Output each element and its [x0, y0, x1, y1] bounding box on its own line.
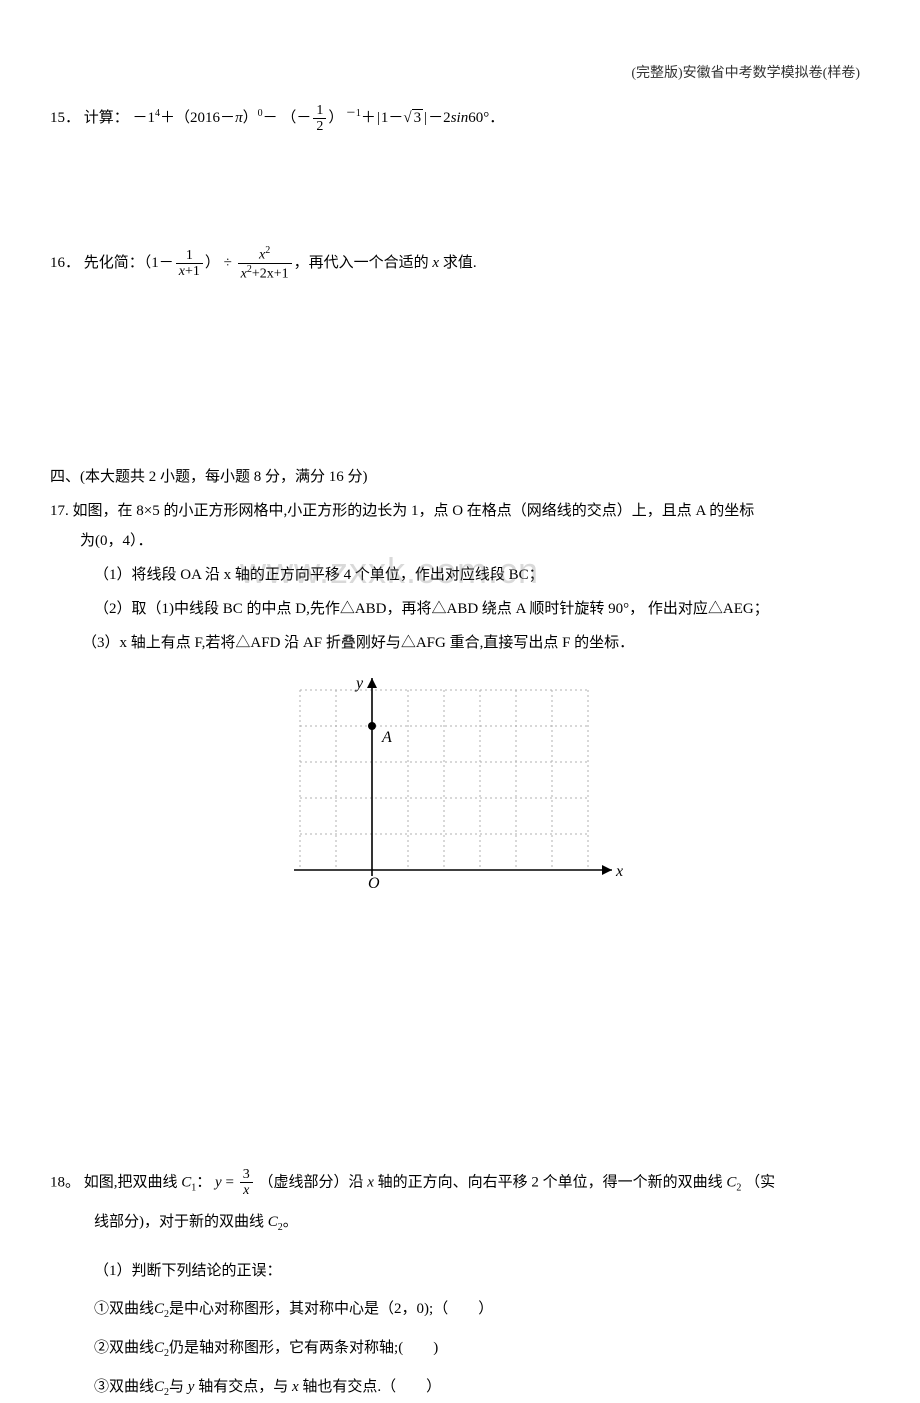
- problem-16: 16． 先化简：（1－1x+1） ÷ x2x2+2x+1，再代入一个合适的 x …: [50, 245, 870, 282]
- p16-frac1-num: 1: [176, 248, 203, 264]
- svg-text:O: O: [368, 875, 380, 892]
- p15-frac1-den: 2: [313, 119, 326, 134]
- p18-i2c: C: [154, 1340, 164, 1356]
- p18-line1: 18。 如图,把双曲线 C1： y = 3x （虚线部分）沿 x 轴的正方向、向…: [50, 1167, 870, 1199]
- p18-c1: C: [181, 1174, 191, 1190]
- p18-i1a: ①双曲线: [94, 1301, 154, 1317]
- p18-vx1: x: [367, 1174, 374, 1190]
- svg-text:y: y: [354, 675, 364, 692]
- p18-i1b: 是中心对称图形，其对称中心是（2，0);（ ）: [169, 1301, 493, 1317]
- p15-pi: π: [235, 110, 243, 126]
- p18-l2e: 。: [283, 1214, 298, 1230]
- p15-sqrt: √3: [403, 102, 423, 135]
- p15-neg1: －1: [133, 110, 156, 126]
- p18-l1a: 18。 如图,把双曲线: [50, 1174, 178, 1190]
- p18-c2as: 2: [736, 1182, 741, 1193]
- p15-frac1-num: 1: [313, 103, 326, 119]
- p15-plus-abs: ＋: [361, 110, 376, 126]
- p15-abs-1: 1－: [381, 110, 404, 126]
- problem-15: 15． 计算： －14＋（2016－π）0－ （－12） －1＋|1－√3|－2…: [50, 102, 870, 135]
- p16-frac2: x2x2+2x+1: [238, 245, 292, 282]
- p18-item1: ①双曲线C2是中心对称图形，其对称中心是（2，0);（ ）: [50, 1294, 870, 1325]
- p18-i3d: 轴也有交点.（ ）: [299, 1379, 442, 1395]
- p18-i3b: 与: [169, 1379, 188, 1395]
- p15-expr: －14＋（2016－π）0－ （－12） －1＋|1－√3|－2sin60°．: [133, 110, 505, 126]
- p16-tail2: 求值.: [439, 255, 477, 271]
- p15-close2: ）: [328, 110, 343, 126]
- p18-item3: ③双曲线C2与 y 轴有交点，与 x 轴也有交点.（ ）: [50, 1372, 870, 1403]
- p16-number: 16．: [50, 255, 80, 271]
- svg-text:x: x: [615, 863, 623, 880]
- p15-frac1: 12: [313, 103, 326, 135]
- p16-frac1-den: x+1: [176, 264, 203, 279]
- section-4-header: 四、(本大题共 2 小题，每小题 8 分，满分 16 分): [50, 462, 870, 492]
- p18-colon: ：: [196, 1174, 211, 1190]
- p16-frac1: 1x+1: [176, 248, 203, 280]
- p15-minus2: －2: [428, 110, 451, 126]
- p15-close1: ）: [243, 110, 258, 126]
- p16-div: ） ÷: [205, 255, 236, 271]
- p18-i3c2: 轴有交点，与: [194, 1379, 292, 1395]
- p18-l2: 线部分)，对于新的双曲线: [94, 1214, 264, 1230]
- p18-c2a: C: [726, 1174, 736, 1190]
- grid-figure: A Ox y: [260, 672, 660, 907]
- p15-sup-neg1: －1: [343, 108, 361, 119]
- p18-c2b: C: [268, 1214, 278, 1230]
- problem-17: 17. 如图，在 8×5 的小正方形网格中,小正方形的边长为 1，点 O 在格点…: [50, 496, 870, 658]
- p17-sub1: （1）将线段 OA 沿 x 轴的正方向平移 4 个单位，作出对应线段 BC；: [50, 560, 870, 590]
- p18-frac: 3x: [240, 1167, 253, 1199]
- p16-f2d-rest: +2x+1: [252, 267, 289, 282]
- p18-i3a: ③双曲线: [94, 1379, 154, 1395]
- p15-sin: sin: [451, 110, 469, 126]
- p16-tail: ，再代入一个合适的: [294, 255, 433, 271]
- p18-line2: 线部分)，对于新的双曲线 C2。: [50, 1207, 870, 1238]
- p15-minus-open: － （－: [263, 110, 312, 126]
- p15-plus1: ＋（2016－: [160, 110, 235, 126]
- p15-number: 15．: [50, 110, 80, 126]
- p18-l1c: 轴的正方向、向右平移 2 个单位，得一个新的双曲线: [374, 1174, 723, 1190]
- p15-sin-arg: 60°．: [468, 110, 504, 126]
- p16-f2-sup: 2: [265, 245, 270, 256]
- p18-sub1: （1）判断下列结论的正误：: [50, 1256, 870, 1286]
- p18-i3c: C: [154, 1379, 164, 1395]
- p16-frac2-den: x2+2x+1: [238, 264, 292, 282]
- p18-fn: 3: [240, 1167, 253, 1183]
- p18-l1d: （实: [745, 1174, 775, 1190]
- problem-18: 18。 如图,把双曲线 C1： y = 3x （虚线部分）沿 x 轴的正方向、向…: [50, 1167, 870, 1403]
- p15-sqrt-val: 3: [412, 109, 424, 126]
- p18-i1c: C: [154, 1301, 164, 1317]
- p16-frac2-num: x2: [238, 245, 292, 264]
- p17-line1b: 为(0，4）．: [50, 526, 870, 556]
- p18-vx2: x: [292, 1379, 299, 1395]
- p18-y: y: [215, 1174, 222, 1190]
- p18-l1b: （虚线部分）沿: [258, 1174, 367, 1190]
- p15-label: 计算：: [84, 110, 129, 126]
- p18-i2a: ②双曲线: [94, 1340, 154, 1356]
- p16-label: 先化简：（1－: [84, 255, 174, 271]
- svg-text:A: A: [381, 729, 392, 746]
- p18-vy: y: [188, 1379, 195, 1395]
- p18-i2b: 仍是轴对称图形，它有两条对称轴;( ): [169, 1340, 438, 1356]
- p18-eq: =: [222, 1174, 238, 1190]
- p17-sub3: （3）x 轴上有点 F,若将△AFD 沿 AF 折叠刚好与△AFG 重合,直接写…: [50, 628, 870, 658]
- p16-f1-p1: +1: [185, 264, 200, 279]
- page-header-right: (完整版)安徽省中考数学模拟卷(样卷): [631, 62, 860, 82]
- p17-sub2: （2）取（1)中线段 BC 的中点 D,先作△ABD，再将△ABD 绕点 A 顺…: [50, 594, 870, 624]
- p18-fd: x: [240, 1183, 253, 1198]
- grid-svg: A Ox y: [260, 672, 660, 902]
- p17-line1: 17. 如图，在 8×5 的小正方形网格中,小正方形的边长为 1，点 O 在格点…: [50, 496, 870, 526]
- p18-item2: ②双曲线C2仍是轴对称图形，它有两条对称轴;( ): [50, 1333, 870, 1364]
